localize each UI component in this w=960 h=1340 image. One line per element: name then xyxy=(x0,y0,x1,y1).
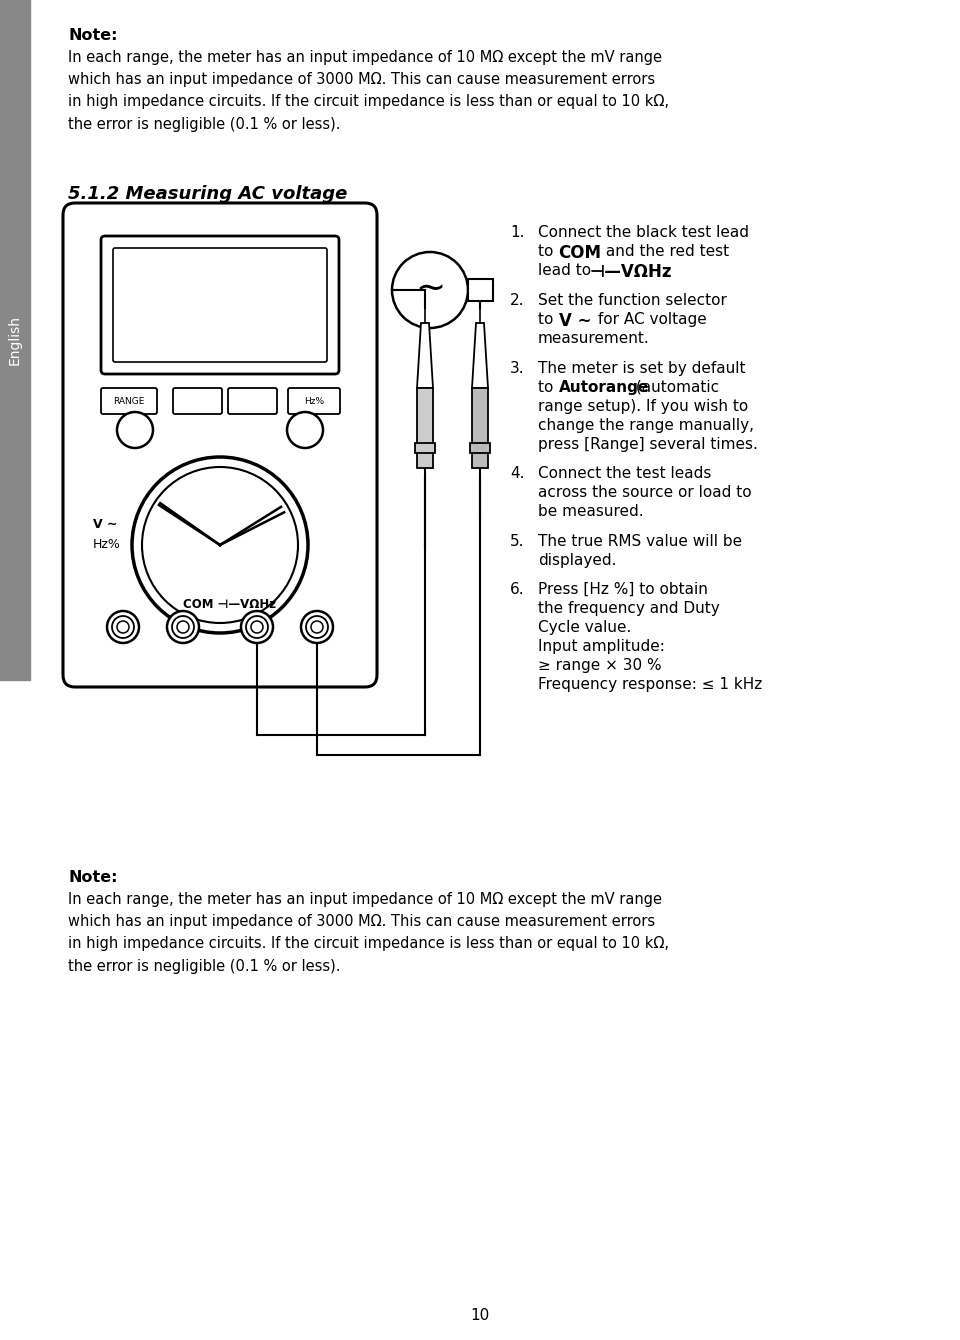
Text: 10: 10 xyxy=(470,1308,490,1323)
Text: measurement.: measurement. xyxy=(538,331,650,346)
Circle shape xyxy=(172,616,194,638)
Text: across the source or load to: across the source or load to xyxy=(538,485,752,500)
Text: In each range, the meter has an input impedance of 10 MΩ except the mV range
whi: In each range, the meter has an input im… xyxy=(68,892,669,974)
Text: Note:: Note: xyxy=(68,28,117,43)
Text: The true RMS value will be: The true RMS value will be xyxy=(538,535,742,549)
Circle shape xyxy=(117,411,153,448)
Text: change the range manually,: change the range manually, xyxy=(538,418,754,433)
FancyBboxPatch shape xyxy=(63,202,377,687)
Text: (automatic: (automatic xyxy=(631,381,719,395)
Bar xyxy=(472,389,488,468)
Text: Hz%: Hz% xyxy=(93,539,121,552)
Circle shape xyxy=(311,620,323,632)
Text: Press [Hz %] to obtain: Press [Hz %] to obtain xyxy=(538,582,708,598)
Polygon shape xyxy=(417,323,433,389)
Text: for AC voltage: for AC voltage xyxy=(593,312,707,327)
Text: RANGE: RANGE xyxy=(113,397,145,406)
Text: 5.: 5. xyxy=(510,535,524,549)
FancyBboxPatch shape xyxy=(228,389,277,414)
Circle shape xyxy=(112,616,134,638)
Text: V ∼: V ∼ xyxy=(93,519,117,532)
Bar xyxy=(470,444,490,453)
Circle shape xyxy=(167,611,199,643)
Text: Frequency response: ≤ 1 kHz: Frequency response: ≤ 1 kHz xyxy=(538,677,762,691)
Circle shape xyxy=(301,611,333,643)
Circle shape xyxy=(306,616,328,638)
Text: The meter is set by default: The meter is set by default xyxy=(538,360,746,377)
Text: ∼: ∼ xyxy=(415,273,445,307)
Bar xyxy=(468,279,493,302)
Text: 3.: 3. xyxy=(510,360,524,377)
Text: displayed.: displayed. xyxy=(538,553,616,568)
Text: to: to xyxy=(538,312,559,327)
Text: lead to: lead to xyxy=(538,263,601,277)
Text: 1.: 1. xyxy=(510,225,524,240)
Text: 2.: 2. xyxy=(510,293,524,308)
Text: .: . xyxy=(663,263,668,277)
Circle shape xyxy=(142,468,298,623)
Circle shape xyxy=(287,411,323,448)
Circle shape xyxy=(392,252,468,328)
FancyBboxPatch shape xyxy=(101,236,339,374)
Text: to: to xyxy=(538,244,559,259)
Circle shape xyxy=(251,620,263,632)
Circle shape xyxy=(117,620,129,632)
Circle shape xyxy=(246,616,268,638)
Text: COM: COM xyxy=(558,244,601,263)
Bar xyxy=(415,444,435,453)
Polygon shape xyxy=(472,323,488,389)
Circle shape xyxy=(241,611,273,643)
Text: range setup). If you wish to: range setup). If you wish to xyxy=(538,399,748,414)
Text: ⊣—VΩHz: ⊣—VΩHz xyxy=(590,263,673,281)
Circle shape xyxy=(177,620,189,632)
Text: 4.: 4. xyxy=(510,466,524,481)
Text: Note:: Note: xyxy=(68,870,117,884)
Text: the frequency and Duty: the frequency and Duty xyxy=(538,602,720,616)
FancyBboxPatch shape xyxy=(101,389,157,414)
Text: Connect the black test lead: Connect the black test lead xyxy=(538,225,749,240)
Bar xyxy=(0,0,30,679)
Text: Hz%: Hz% xyxy=(304,397,324,406)
Text: Input amplitude:: Input amplitude: xyxy=(538,639,665,654)
Text: COM ⊣—VΩHz: COM ⊣—VΩHz xyxy=(183,599,276,611)
Text: to: to xyxy=(538,381,559,395)
FancyBboxPatch shape xyxy=(173,389,222,414)
Text: English: English xyxy=(8,315,22,364)
Text: ≥ range × 30 %: ≥ range × 30 % xyxy=(538,658,661,673)
FancyBboxPatch shape xyxy=(113,248,327,362)
Bar xyxy=(417,389,433,468)
Text: V ∼: V ∼ xyxy=(559,312,591,330)
Circle shape xyxy=(107,611,139,643)
Text: Set the function selector: Set the function selector xyxy=(538,293,727,308)
Text: Connect the test leads: Connect the test leads xyxy=(538,466,711,481)
Text: Cycle value.: Cycle value. xyxy=(538,620,632,635)
Text: and the red test: and the red test xyxy=(601,244,730,259)
Text: 5.1.2 Measuring AC voltage: 5.1.2 Measuring AC voltage xyxy=(68,185,348,202)
Text: press [Range] several times.: press [Range] several times. xyxy=(538,437,757,452)
Text: Autorange: Autorange xyxy=(559,381,649,395)
Circle shape xyxy=(132,457,308,632)
Text: 6.: 6. xyxy=(510,582,524,598)
FancyBboxPatch shape xyxy=(288,389,340,414)
Text: In each range, the meter has an input impedance of 10 MΩ except the mV range
whi: In each range, the meter has an input im… xyxy=(68,50,669,131)
Text: be measured.: be measured. xyxy=(538,504,643,519)
